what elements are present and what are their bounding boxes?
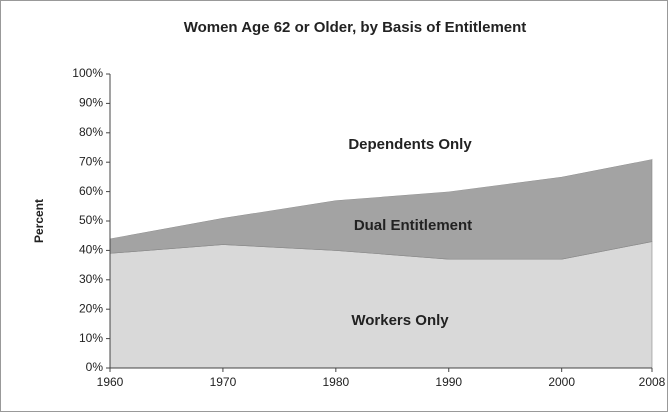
x-tick-label: 1990: [435, 375, 462, 389]
x-tick-label: 1960: [97, 375, 124, 389]
area-label: Workers Only: [351, 312, 449, 329]
area-label: Dual Entitlement: [354, 217, 472, 234]
y-tick-label: 90%: [79, 96, 103, 110]
area: [110, 74, 652, 239]
y-tick-label: 70%: [79, 154, 103, 168]
y-tick-label: 60%: [79, 184, 103, 198]
y-tick-label: 50%: [79, 213, 103, 227]
y-tick-label: 80%: [79, 125, 103, 139]
x-tick-label: 2000: [548, 375, 575, 389]
x-tick-label: 1980: [322, 375, 349, 389]
y-axis-title: Percent: [32, 199, 46, 243]
y-tick-label: 30%: [79, 272, 103, 286]
x-tick-label: 1970: [210, 375, 237, 389]
y-tick-label: 10%: [79, 331, 103, 345]
y-tick-label: 100%: [72, 66, 103, 80]
area-label: Dependents Only: [348, 136, 472, 153]
chart-title: Women Age 62 or Older, by Basis of Entit…: [184, 19, 527, 36]
area: [109, 241, 653, 369]
y-tick-label: 0%: [86, 360, 104, 374]
y-tick-label: 40%: [79, 243, 103, 257]
x-tick-label: 2008: [639, 375, 666, 389]
y-tick-label: 20%: [79, 301, 103, 315]
